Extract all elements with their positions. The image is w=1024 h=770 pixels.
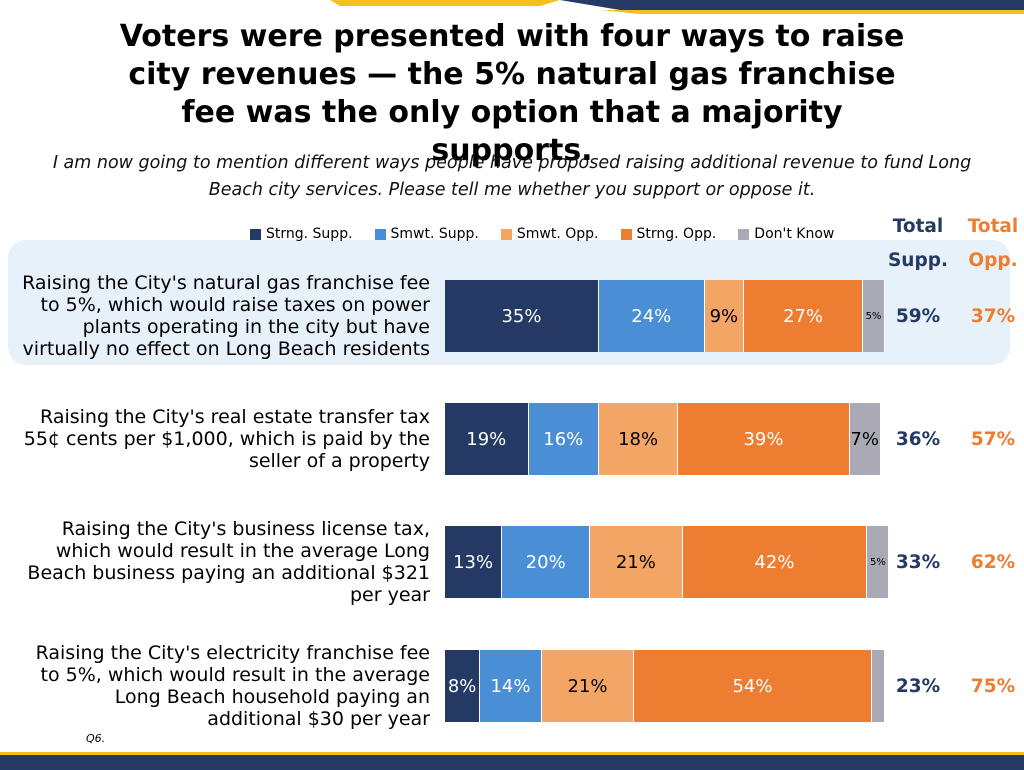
bar-segment: 8% (445, 650, 481, 722)
total-value: 59% (895, 305, 941, 327)
data-label: 27% (783, 305, 824, 327)
bottom-band (0, 752, 1024, 770)
data-label: 18% (618, 428, 659, 450)
legend-item: Don't Know (738, 226, 834, 242)
data-label: 9% (709, 305, 739, 327)
data-label: 20% (525, 551, 566, 573)
bar-segment: 14% (480, 650, 542, 722)
data-label: 5% (865, 310, 882, 322)
legend-swatch (500, 228, 512, 240)
data-label: 16% (543, 428, 584, 450)
legend-label: Strng. Supp. (266, 226, 353, 242)
bar-segment: 5% (867, 526, 890, 598)
total-header: Total Opp. (967, 216, 1019, 271)
chart-title: Voters were presented with four ways to … (119, 19, 905, 168)
data-label: 39% (743, 428, 784, 450)
total-value: 23% (895, 675, 941, 697)
data-label: 42% (754, 551, 795, 573)
bar-segment: 27% (744, 280, 863, 352)
top-stripes (330, 0, 1024, 14)
data-label: 54% (732, 675, 773, 697)
legend-item: Strng. Opp. (620, 226, 717, 242)
legend-swatch (620, 228, 632, 240)
bar-segment: 54% (634, 650, 872, 722)
legend-label: Strng. Opp. (636, 226, 717, 242)
bar-segment: 18% (599, 403, 679, 475)
chart-subtitle: I am now going to mention different ways… (52, 153, 972, 200)
bar-segment: 7% (849, 403, 881, 475)
stripe (600, 10, 1024, 14)
data-label: 19% (466, 428, 507, 450)
total-value: 62% (970, 551, 1016, 573)
legend-label: Smwt. Supp. (390, 226, 479, 242)
bar-segment: 9% (704, 280, 745, 352)
total-value: 33% (895, 551, 941, 573)
bar-segment: 42% (682, 526, 868, 598)
total-value: 75% (970, 675, 1016, 697)
legend-swatch (250, 228, 261, 240)
legend-item: Smwt. Supp. (374, 226, 479, 242)
bar-segment: 20% (502, 526, 591, 598)
total-value: 36% (895, 428, 941, 450)
bar-segment: 5% (863, 280, 885, 352)
bar-segment: 21% (541, 650, 635, 722)
data-label: 8% (447, 675, 477, 697)
legend-swatch (374, 228, 386, 240)
total-value: 37% (970, 305, 1016, 327)
total-header: Total Supp. (887, 216, 948, 271)
bar-segment: 16% (528, 403, 599, 475)
bar-segment: 24% (599, 280, 705, 352)
data-label: 7% (850, 428, 879, 450)
data-label: 21% (567, 675, 608, 697)
bar-segment: 21% (590, 526, 683, 598)
data-label: 5% (869, 556, 886, 568)
stripe (560, 0, 1024, 10)
legend-item: Smwt. Opp. (500, 226, 599, 242)
data-label: 24% (631, 305, 672, 327)
bar-segment (871, 650, 885, 722)
data-label: 21% (615, 551, 656, 573)
bottom-stripe (0, 752, 1024, 755)
category-label: Raising the City's natural gas franchise… (22, 272, 430, 360)
bar-segment: 19% (445, 403, 529, 475)
note: Q6. (86, 732, 106, 745)
bar-segment: 39% (678, 403, 850, 475)
category-label: Raising the City's business license tax,… (27, 518, 430, 606)
legend-swatch (738, 228, 750, 240)
data-label: 13% (453, 551, 494, 573)
category-label: Raising the City's electricity franchise… (35, 642, 430, 730)
bar-segment: 35% (445, 280, 599, 352)
data-label: 14% (490, 675, 531, 697)
category-label: Raising the City's real estate transfer … (23, 406, 430, 472)
total-value: 57% (970, 428, 1016, 450)
bar-segment: 13% (445, 526, 503, 598)
legend-label: Don't Know (754, 226, 835, 242)
data-label: 35% (501, 305, 542, 327)
legend: Strng. Supp. Smwt. Supp. Smwt. Opp. Strng. … (250, 226, 834, 242)
legend-item: Strng. Supp. (250, 226, 353, 242)
legend-label: Smwt. Opp. (516, 226, 599, 242)
stripe (330, 0, 560, 6)
